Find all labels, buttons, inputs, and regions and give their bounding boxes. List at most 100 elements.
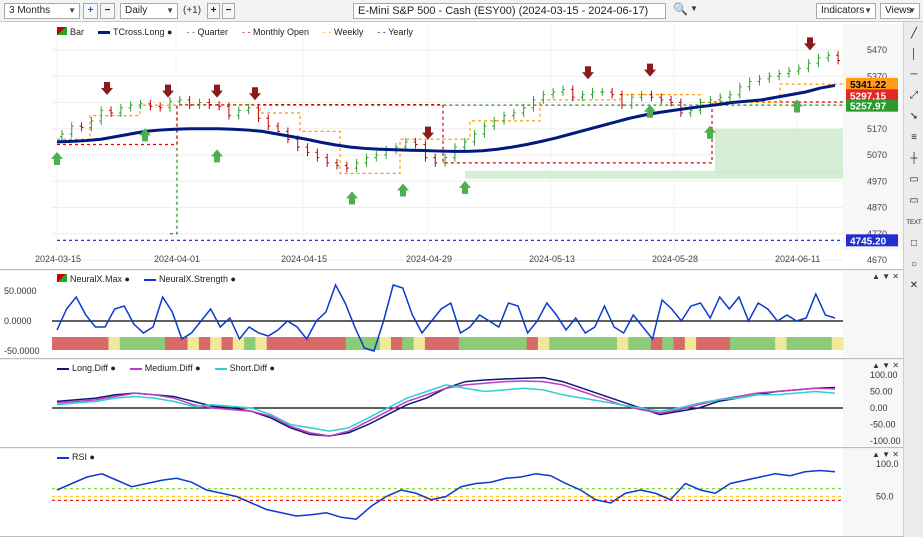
down-arrow-icon	[644, 63, 656, 77]
horizontal-line-icon[interactable]: ─	[910, 69, 918, 80]
legend-quarter: - - Quarter	[186, 27, 228, 37]
signal-segment	[244, 337, 256, 350]
long-diff-line	[56, 376, 836, 437]
interval-select[interactable]: Daily ▼	[120, 3, 178, 19]
price-label-box	[846, 99, 898, 112]
signal-segment	[63, 337, 76, 350]
price-label: 4745.20	[850, 236, 887, 247]
rectangle-icon[interactable]: ▭	[909, 174, 919, 185]
signal-segment	[786, 337, 799, 350]
neuralx-chart[interactable]: 50.0000 0.0000 -50.0000	[0, 271, 903, 359]
down-arrow-icon	[162, 84, 174, 98]
down-arrow-icon	[422, 126, 434, 140]
legend-yearly-label: Yearly	[388, 27, 413, 37]
panel-controls-icon[interactable]: ▲ ▼ ✕	[872, 450, 899, 459]
signal-segment	[752, 337, 765, 350]
legend-bar-label: Bar	[70, 27, 85, 37]
diff-panel[interactable]: 100.00 50.00 0.00 -50.00 -100.00 Long.Diff ●…	[0, 360, 903, 448]
symbol-title[interactable]: E-Mini S&P 500 - Cash (ESY00) (2024-03-1…	[353, 3, 666, 19]
legend-long: Long.Diff ●	[57, 363, 116, 373]
panel-controls-icon[interactable]: ▲ ▼ ✕	[872, 361, 899, 370]
diff-chart[interactable]: 100.00 50.00 0.00 -50.00 -100.00	[0, 360, 903, 448]
pointer-icon[interactable]: ➘	[909, 111, 919, 122]
indicators-label: Indicators	[821, 5, 865, 16]
zoom-in-button[interactable]: +	[83, 3, 98, 19]
signal-segment	[571, 337, 584, 350]
search-icon[interactable]: 🔍	[673, 2, 688, 16]
signal-segment	[266, 337, 279, 350]
neuralx-max-label: NeuralX.Max	[70, 274, 123, 284]
signal-segment	[809, 337, 821, 350]
ray-icon[interactable]: ⤢	[910, 90, 918, 101]
price-chart[interactable]: 4670477048704970507051705270537054702024…	[0, 22, 903, 270]
signal-segment	[300, 337, 313, 350]
chevron-down-icon: ▼	[908, 6, 916, 15]
signal-segment	[424, 337, 437, 350]
remove-button[interactable]: −	[222, 3, 235, 19]
legend-neuralx-strength: NeuralX.Strength ●	[143, 274, 236, 284]
chevron-down-icon[interactable]: ▼	[690, 4, 698, 13]
down-arrow-icon	[211, 84, 223, 98]
signal-segment	[707, 337, 720, 350]
circle-icon[interactable]: ○	[910, 259, 918, 270]
neuralx-panel[interactable]: 50.0000 0.0000 -50.0000 NeuralX.Max ● Neur…	[0, 271, 903, 359]
up-arrow-icon	[459, 180, 471, 194]
y-tick-label: -100.00	[870, 436, 901, 446]
signal-segment	[481, 337, 494, 350]
legend-weekly: - - Weekly	[323, 27, 363, 37]
callout-icon[interactable]: ▭	[909, 195, 919, 206]
vertical-line-icon[interactable]: │	[910, 49, 918, 60]
range-select[interactable]: 3 Months ▼	[4, 3, 80, 19]
chevron-down-icon: ▼	[68, 6, 76, 15]
rsi-chart[interactable]: 100.0 50.0	[0, 449, 903, 537]
x-tick-label: 2024-04-15	[281, 254, 327, 264]
neuralx-strength-label: NeuralX.Strength	[158, 274, 229, 284]
y-tick-label: 5470	[867, 45, 887, 55]
x-tick-label: 2024-04-29	[406, 254, 452, 264]
add-button[interactable]: +	[207, 3, 220, 19]
square-icon[interactable]: □	[910, 238, 918, 249]
signal-segment	[436, 337, 448, 350]
fibonacci-icon[interactable]: ≡	[911, 132, 917, 143]
y-tick-label: 100.00	[870, 370, 898, 380]
y-tick-label: 100.0	[876, 459, 899, 469]
rsi-panel[interactable]: 100.0 50.0 RSI ● ▲ ▼ ✕	[0, 449, 903, 537]
signal-segment	[221, 337, 234, 350]
views-button[interactable]: Views ▼	[880, 3, 920, 19]
legend-yearly: - - Yearly	[377, 27, 413, 37]
quarter-line	[170, 104, 843, 235]
price-legend: Bar TCross.Long ● - - Quarter - - Monthl…	[57, 27, 413, 37]
signal-segment	[176, 337, 189, 350]
legend-neuralx-max: NeuralX.Max ●	[57, 274, 130, 284]
signal-segment	[650, 337, 663, 350]
signal-segment	[391, 337, 403, 350]
y-tick-label: 4970	[867, 176, 887, 186]
short-diff-label: Short.Diff	[229, 363, 267, 373]
signal-segment	[413, 337, 426, 350]
price-label: 5297.15	[850, 91, 887, 102]
price-label: 5341.22	[850, 80, 887, 91]
price-label-box	[846, 89, 898, 102]
x-tick-label: 2024-05-13	[529, 254, 575, 264]
signal-segment	[255, 337, 268, 350]
text-icon[interactable]: TEXT	[906, 220, 922, 226]
signal-segment	[458, 337, 471, 350]
rsi-label: RSI	[72, 452, 88, 462]
legend-tcross-label: TCross.Long	[113, 27, 165, 37]
legend-quarter-label: Quarter	[197, 27, 228, 37]
signal-segment	[368, 337, 381, 350]
up-arrow-icon	[51, 152, 63, 165]
indicators-button[interactable]: Indicators ▼	[816, 3, 876, 19]
drawing-toolbar: ╱ │ ─ ⤢ ➘ ≡ ┼ ▭ ▭ TEXT □ ○ ✕	[903, 22, 923, 537]
signal-segment	[379, 337, 392, 350]
crosshair-icon[interactable]: ┼	[910, 153, 918, 164]
panel-controls-icon[interactable]: ▲ ▼ ✕	[872, 272, 899, 281]
y-tick-label: 5070	[867, 150, 887, 160]
offset-label: (+1)	[183, 5, 202, 16]
close-icon[interactable]: ✕	[909, 280, 919, 291]
zoom-out-button[interactable]: −	[100, 3, 115, 19]
tcross-swatch-icon	[98, 31, 111, 35]
y-tick-label: 0.00	[870, 403, 888, 413]
trendline-icon[interactable]: ╱	[910, 28, 918, 39]
price-panel[interactable]: 4670477048704970507051705270537054702024…	[0, 22, 903, 270]
